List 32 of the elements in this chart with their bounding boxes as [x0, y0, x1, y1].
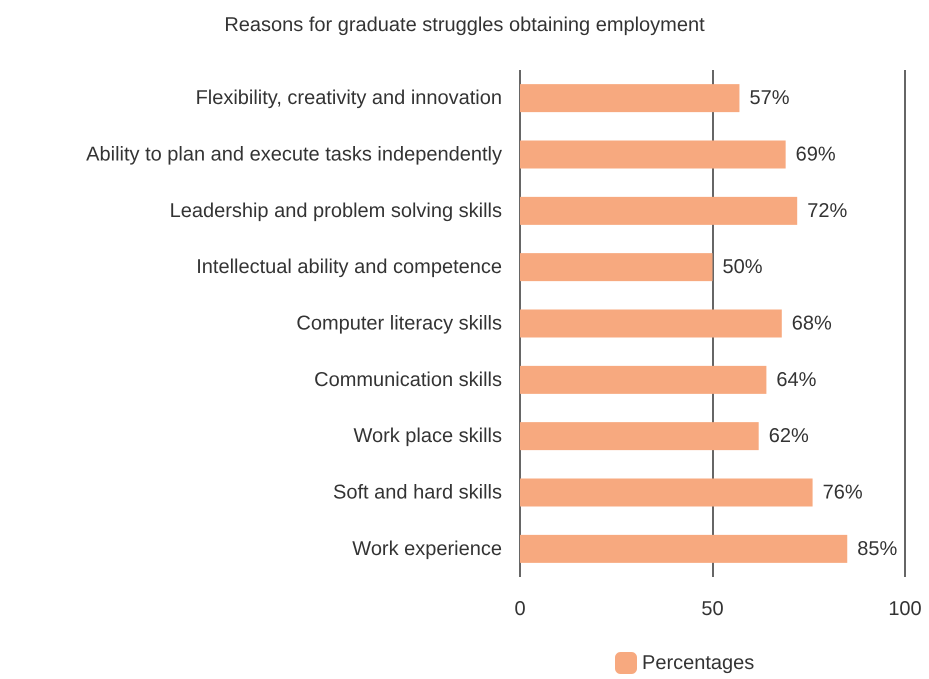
bar — [520, 140, 786, 168]
data-label: 64% — [776, 368, 817, 391]
bar — [520, 422, 759, 450]
data-label: 57% — [749, 87, 790, 110]
bar — [520, 310, 782, 338]
x-tick-label: 100 — [888, 598, 922, 620]
data-label: 85% — [857, 538, 898, 560]
bar — [520, 253, 712, 282]
bar — [520, 534, 848, 563]
legend-label: Percentages — [642, 652, 754, 674]
bar — [520, 84, 740, 112]
data-label: 76% — [822, 482, 863, 504]
bar — [520, 478, 813, 506]
y-tick-label: Soft and hard skills — [333, 482, 502, 504]
y-tick-label: Leadership and problem solving skills — [170, 200, 502, 222]
bar — [520, 196, 798, 225]
data-label: 62% — [768, 425, 809, 448]
chart-title: Reasons for graduate struggles obtaining employment — [224, 14, 706, 36]
data-label: 68% — [792, 312, 832, 334]
data-label: 69% — [796, 144, 836, 166]
x-tick-label: 0 — [514, 598, 526, 620]
y-tick-label: Communication skills — [314, 368, 502, 391]
bar — [520, 366, 766, 394]
data-label: 50% — [722, 256, 763, 278]
x-tick-label: 50 — [701, 598, 724, 620]
y-tick-label: Work experience — [352, 538, 502, 560]
data-label: 72% — [807, 200, 848, 222]
y-tick-label: Computer literacy skills — [296, 312, 502, 334]
y-tick-label: Work place skills — [353, 425, 502, 448]
y-tick-label: Flexibility, creativity and innovation — [196, 87, 502, 110]
y-tick-label: Ability to plan and execute tasks independently — [86, 144, 502, 166]
y-tick-label: Intellectual ability and competence — [196, 256, 502, 278]
